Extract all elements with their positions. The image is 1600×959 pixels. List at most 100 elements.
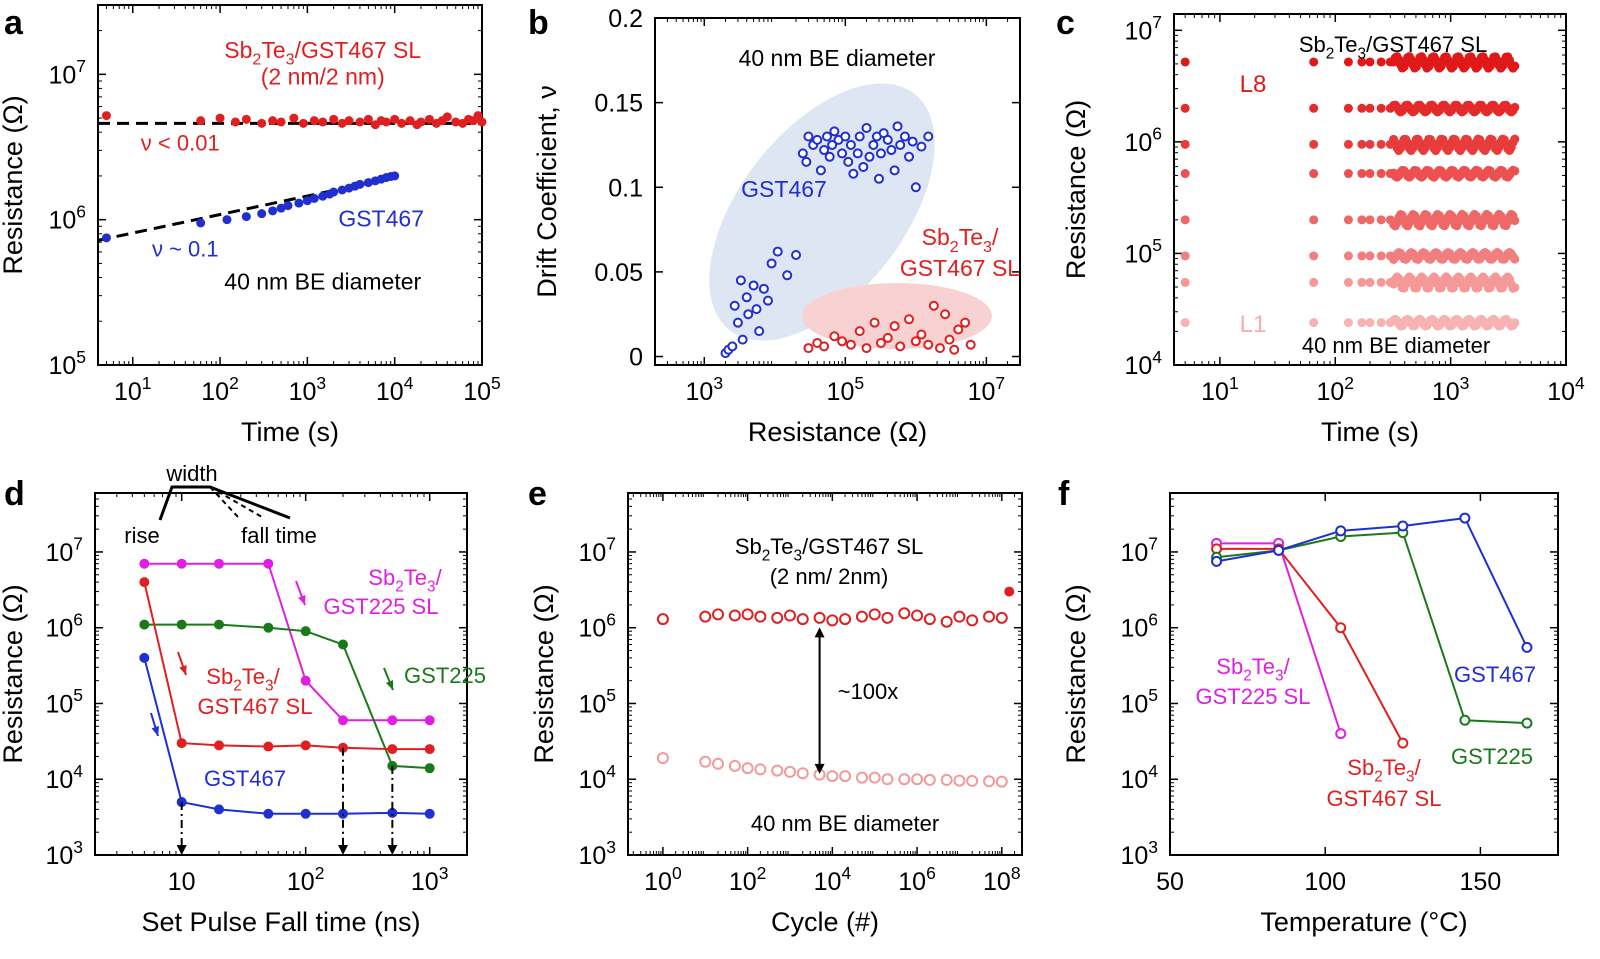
data-point <box>416 117 426 127</box>
pulse-rise-label: rise <box>124 523 159 548</box>
data-point <box>940 773 953 786</box>
x-axis-label: Resistance (Ω) <box>748 417 927 447</box>
data-point <box>196 218 206 228</box>
data-point <box>855 771 868 784</box>
level-point <box>1376 318 1386 328</box>
data-point <box>300 808 311 819</box>
x-tick-label: 100 <box>1304 868 1346 896</box>
data-point <box>881 611 894 624</box>
data-point <box>758 283 769 294</box>
data-point <box>387 744 398 755</box>
level-point <box>1510 61 1520 71</box>
x-tick-label: 103 <box>1432 373 1470 406</box>
data-point <box>381 117 391 127</box>
y-tick-label: 106 <box>1120 609 1158 642</box>
level-point <box>1180 251 1190 261</box>
data-point <box>387 807 398 818</box>
data-point <box>815 165 826 176</box>
data-point <box>940 615 953 628</box>
x-tick-label: 105 <box>827 373 865 406</box>
data-point <box>263 741 274 752</box>
level-point <box>1510 254 1520 264</box>
level-point <box>1365 318 1375 328</box>
y-tick-label: 0.15 <box>594 90 643 118</box>
level-point <box>1376 57 1386 67</box>
annotation-ratio: ~100x <box>838 679 899 704</box>
data-point <box>363 114 373 124</box>
annotation-gst467sl-line1: Sb2Te3/ <box>206 664 280 695</box>
data-point <box>782 270 793 281</box>
level-point <box>1510 134 1520 144</box>
level-point <box>1365 103 1375 113</box>
data-point <box>699 610 712 623</box>
level-point <box>1365 139 1375 149</box>
data-point <box>845 339 856 350</box>
x-tick-label: 101 <box>114 373 152 406</box>
data-point <box>754 326 765 337</box>
x-tick-label: 10 <box>168 868 196 896</box>
trend-arrow-head <box>179 665 187 675</box>
data-point <box>728 609 741 622</box>
annotation-gst225sl-line2: GST225 SL <box>324 594 439 619</box>
panel-e: 100 102 104 106 108 103 104 105 106 107 Cycle (#) R… <box>528 475 1023 937</box>
level-point <box>1365 215 1375 225</box>
data-point <box>424 808 435 819</box>
data-point <box>1521 717 1533 729</box>
y-tick-label: 103 <box>578 837 616 870</box>
data-point <box>294 198 304 208</box>
series-line <box>143 581 430 751</box>
level-point <box>1357 277 1367 287</box>
y-tick-label: 0.2 <box>608 5 643 33</box>
data-point <box>257 118 267 128</box>
pulse-schematic-dashed <box>209 486 239 518</box>
x-axis-label: Time (s) <box>1321 417 1419 447</box>
data-point <box>699 755 712 768</box>
data-point <box>826 614 839 627</box>
data-point <box>762 295 773 306</box>
x-tick-label: 104 <box>1547 373 1585 406</box>
data-point <box>1459 512 1471 524</box>
y-tick-label: 104 <box>45 761 83 794</box>
data-point <box>139 558 150 569</box>
data-point <box>827 139 838 150</box>
annotation-gst467sl-line1: Sb2Te3/ <box>1347 755 1421 786</box>
data-point <box>735 275 746 286</box>
panel-letter: b <box>528 4 549 42</box>
data-point <box>737 334 748 345</box>
plot-frame <box>97 4 483 366</box>
level-point <box>1365 169 1375 179</box>
y-tick-label: 105 <box>45 685 83 718</box>
data-point <box>783 765 796 778</box>
level-point <box>1357 215 1367 225</box>
y-tick-label: 0.05 <box>594 259 643 287</box>
data-point <box>852 148 863 159</box>
panel-a: 101 102 103 104 105 105 106 107 Time (s) Resistan… <box>0 4 501 447</box>
level-point <box>1357 57 1367 67</box>
data-point <box>1335 525 1347 537</box>
data-point <box>824 151 835 162</box>
level-point <box>1309 277 1319 287</box>
data-point <box>960 317 971 328</box>
level-point <box>1180 169 1190 179</box>
data-point <box>858 161 869 172</box>
y-axis-label: Resistance (Ω) <box>529 584 559 763</box>
level-point <box>1309 139 1319 149</box>
level-point <box>1343 215 1353 225</box>
data-point <box>743 309 754 320</box>
data-point <box>845 139 856 150</box>
data-point <box>451 117 461 127</box>
data-point <box>728 759 741 772</box>
data-point <box>772 246 783 257</box>
level-point <box>1357 169 1367 179</box>
data-point <box>397 118 407 128</box>
plot-frame <box>627 492 1023 856</box>
data-point <box>289 113 299 123</box>
data-point <box>337 185 347 195</box>
annotation-sl-thickness: (2 nm/2 nm) <box>261 64 385 90</box>
data-point <box>263 808 274 819</box>
data-point <box>101 233 111 243</box>
pulse-width-label: width <box>165 461 217 486</box>
annotation-be-diameter: 40 nm BE diameter <box>224 269 421 295</box>
y-tick-label: 107 <box>48 56 86 89</box>
level-point <box>1343 169 1353 179</box>
